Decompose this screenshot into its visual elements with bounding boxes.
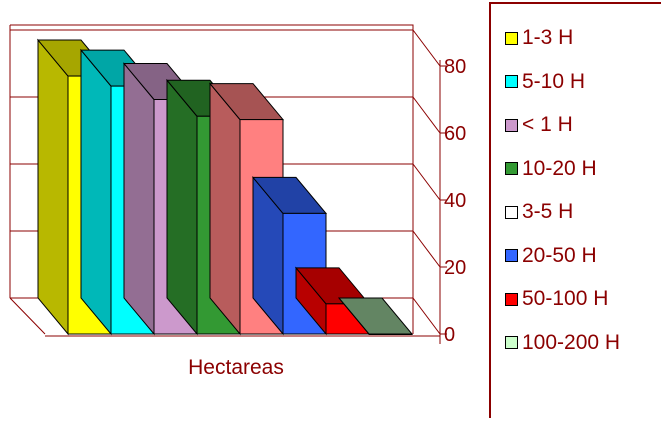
legend-label: 1-3 H (522, 26, 574, 49)
legend-label: 100-200 H (522, 330, 621, 354)
legend-swatch (505, 31, 518, 45)
bar-side (209, 82, 241, 336)
side-gridline (412, 297, 441, 335)
legend-label: 20-50 H (522, 243, 597, 267)
legend-label: 50-100 H (522, 287, 609, 310)
legend-swatch (505, 336, 518, 349)
legend-item: 50-100 H (505, 285, 608, 313)
bar (368, 333, 413, 335)
legend-item: 3-5 H (505, 198, 573, 226)
legend-label: 5-10 H (522, 69, 586, 93)
tick-label: 60 (444, 123, 466, 145)
tick-label: 20 (444, 257, 466, 279)
legend-item: 20-50 H (505, 242, 597, 270)
legend-swatch (505, 292, 518, 306)
bar-chart: 0 20 40 60 80 Hectareas (9, 24, 466, 379)
legend-label: < 1 H (522, 113, 573, 136)
legend-swatch (505, 249, 518, 262)
bar-side (166, 78, 198, 336)
legend-label: 10-20 H (522, 156, 597, 180)
legend-item: < 1 H (505, 111, 573, 139)
legend-item: 1-3 H (505, 24, 573, 52)
chart-bars (36, 38, 414, 336)
side-gridline (412, 96, 441, 134)
x-axis-label: Hectareas (188, 356, 284, 379)
tick-label: 80 (444, 56, 466, 78)
legend-item: 5-10 H (505, 68, 585, 96)
y-axis-ticks: 0 20 40 60 80 (440, 56, 466, 346)
legend-swatch (505, 205, 518, 219)
bar-side (80, 48, 112, 336)
legend-swatch (505, 118, 518, 132)
side-gridline (412, 163, 441, 201)
tick-label: 40 (444, 190, 466, 212)
chart-legend: 1-3 H 5-10 H < 1 H 10-20 H 3-5 H 20-50 H 50-10… (489, 2, 661, 418)
legend-swatch (505, 75, 518, 88)
side-gridline (412, 29, 441, 67)
bar-side (123, 62, 155, 336)
side-gridline (412, 230, 441, 268)
legend-label: 3-5 H (522, 200, 574, 223)
tick-label: 0 (444, 324, 455, 346)
bar-side (37, 38, 69, 336)
legend-item: 100-200 H (505, 329, 620, 357)
legend-item: 10-20 H (505, 155, 597, 183)
floor-left (9, 297, 46, 335)
legend-swatch (505, 162, 518, 175)
